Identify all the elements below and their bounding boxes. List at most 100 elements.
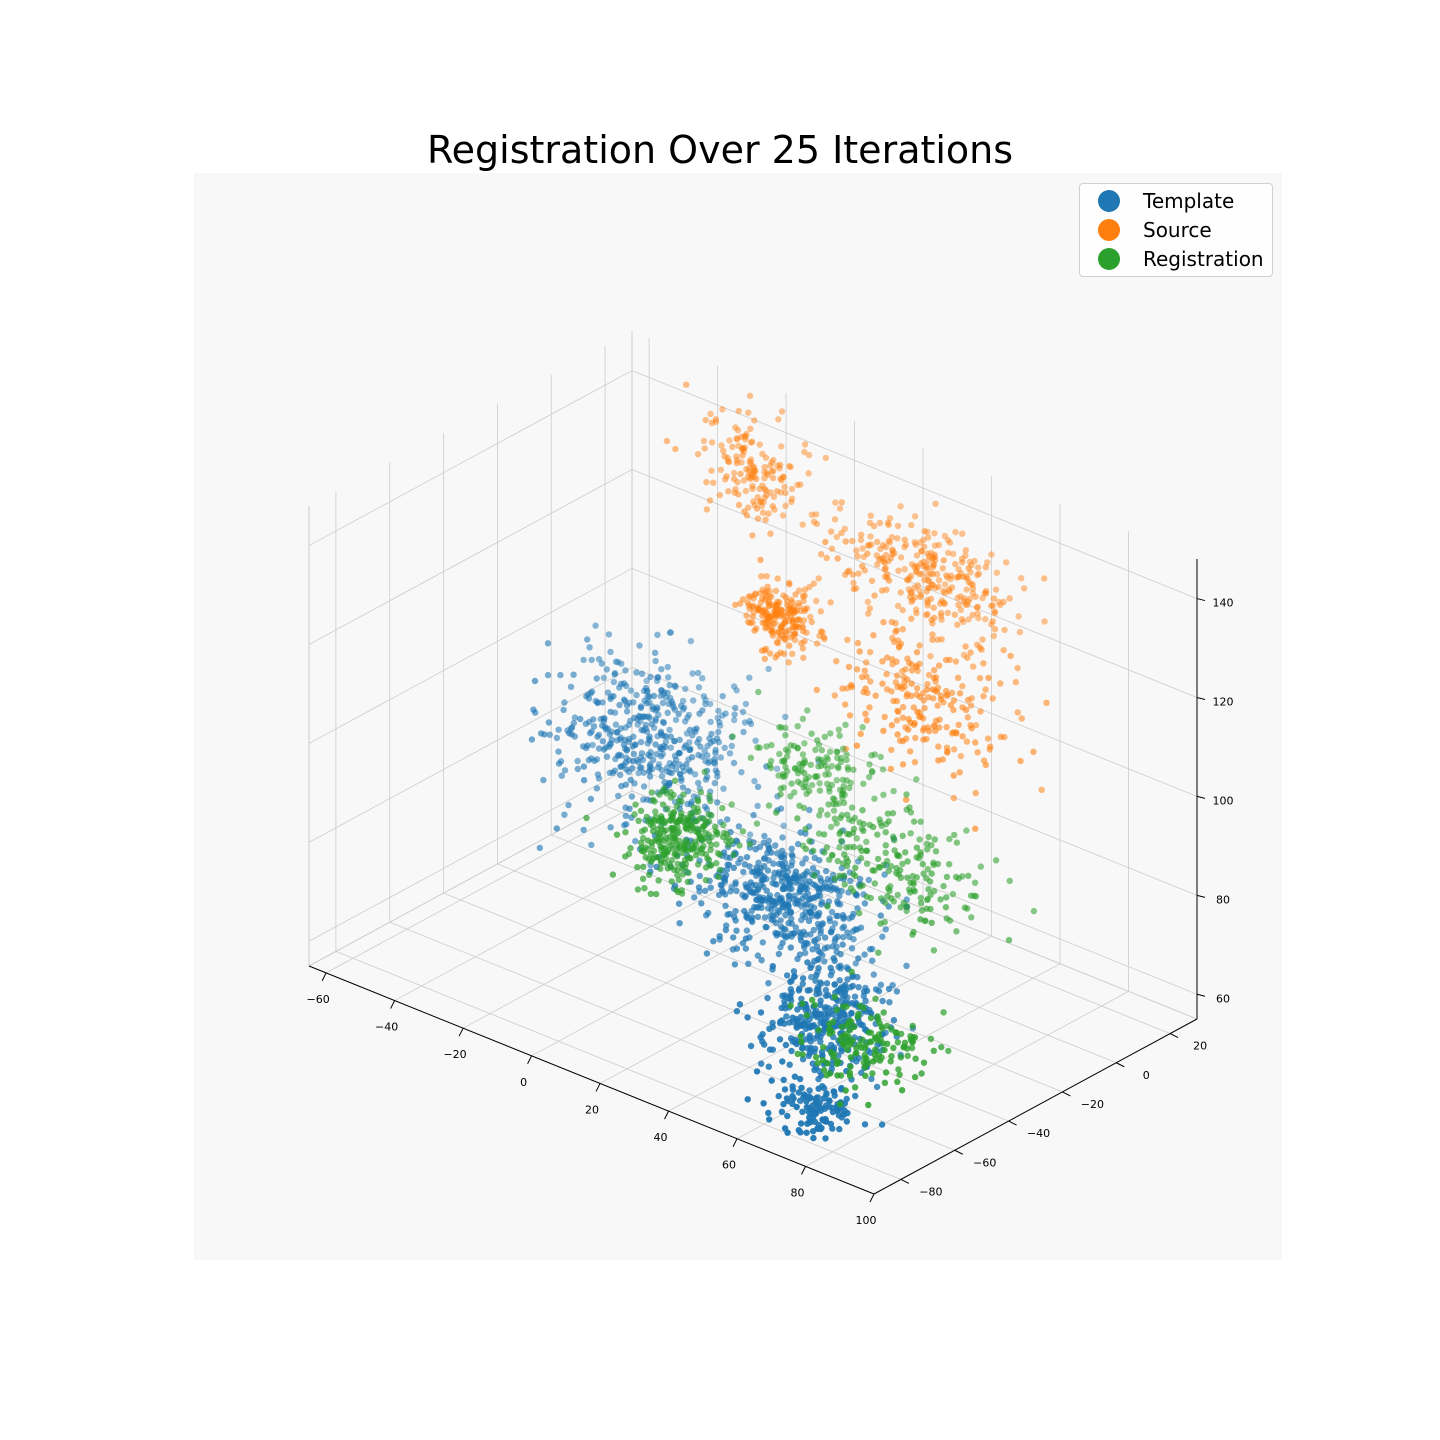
data-point [799, 1051, 806, 1058]
data-point [972, 593, 979, 600]
data-point [724, 816, 731, 823]
data-point [675, 876, 682, 884]
data-point [671, 682, 679, 689]
data-point [857, 730, 864, 738]
data-point [850, 766, 857, 773]
data-point [851, 814, 858, 822]
data-point [584, 742, 591, 749]
data-point [702, 700, 709, 708]
data-point [799, 911, 806, 919]
data-point [893, 697, 901, 705]
data-point [826, 1030, 833, 1037]
data-point [912, 1055, 919, 1062]
data-point [650, 724, 658, 731]
data-point [785, 659, 792, 666]
data-point [637, 704, 644, 712]
data-point [843, 1046, 851, 1053]
data-point [815, 947, 822, 955]
data-point [711, 756, 718, 763]
data-point [914, 582, 922, 589]
data-point [763, 611, 770, 619]
data-point [675, 710, 682, 718]
data-point [765, 1063, 772, 1070]
data-point [782, 911, 789, 919]
data-point [767, 896, 774, 903]
data-point [643, 677, 650, 684]
data-point [799, 1000, 806, 1007]
data-point [807, 909, 814, 916]
data-point [646, 773, 654, 780]
data-point [639, 875, 647, 882]
data-point [801, 441, 809, 448]
data-point [959, 733, 966, 740]
data-point [728, 837, 736, 845]
data-point [797, 934, 804, 941]
data-point [748, 438, 756, 445]
data-point [754, 783, 762, 790]
legend-item-source: Source [1098, 217, 1212, 243]
data-point [860, 780, 867, 787]
data-point [785, 901, 792, 909]
data-point [797, 829, 804, 836]
data-point [647, 673, 654, 681]
data-point [908, 667, 916, 674]
data-point [943, 873, 951, 881]
data-point [595, 731, 603, 738]
data-point [630, 750, 638, 758]
data-point [765, 802, 773, 809]
data-point [741, 907, 748, 915]
data-point [782, 732, 789, 739]
data-point [785, 579, 793, 586]
data-point [799, 895, 806, 902]
data-point [779, 992, 786, 999]
y-tick-label: −40 [1027, 1127, 1050, 1140]
data-point [768, 1077, 775, 1084]
data-point [570, 671, 577, 678]
data-point [695, 684, 703, 691]
data-point [819, 1057, 827, 1064]
data-point [675, 900, 683, 907]
data-point [910, 880, 917, 887]
data-point [831, 920, 839, 927]
data-point [871, 867, 878, 874]
data-point [702, 818, 710, 825]
data-point [956, 690, 964, 697]
data-point [801, 740, 808, 747]
data-point [911, 513, 919, 520]
data-point [702, 887, 709, 894]
data-point [764, 994, 771, 1002]
data-point [786, 642, 793, 649]
data-point [821, 733, 829, 740]
data-point [788, 1047, 795, 1055]
data-point [683, 381, 690, 388]
data-point [930, 604, 937, 611]
data-point [884, 893, 891, 900]
data-point [591, 757, 598, 764]
data-point [870, 522, 878, 530]
data-point [890, 1017, 898, 1024]
data-point [799, 1056, 807, 1063]
data-point [894, 522, 902, 530]
data-point [846, 1069, 853, 1076]
data-point [810, 580, 818, 587]
data-point [809, 1128, 817, 1135]
data-point [890, 833, 897, 840]
data-point [775, 950, 783, 958]
data-point [754, 802, 761, 810]
data-point [680, 791, 687, 798]
data-point [797, 1097, 804, 1104]
data-point [597, 715, 604, 723]
data-point [982, 761, 990, 769]
data-point [744, 1014, 751, 1021]
data-point [679, 871, 686, 878]
data-point [764, 867, 772, 874]
data-point [931, 836, 938, 843]
data-point [742, 945, 750, 952]
data-point [755, 688, 762, 696]
data-point [935, 541, 942, 549]
data-point [831, 981, 838, 988]
data-point [762, 625, 769, 632]
data-point [767, 489, 774, 496]
data-point [903, 791, 910, 798]
data-point [891, 847, 898, 854]
